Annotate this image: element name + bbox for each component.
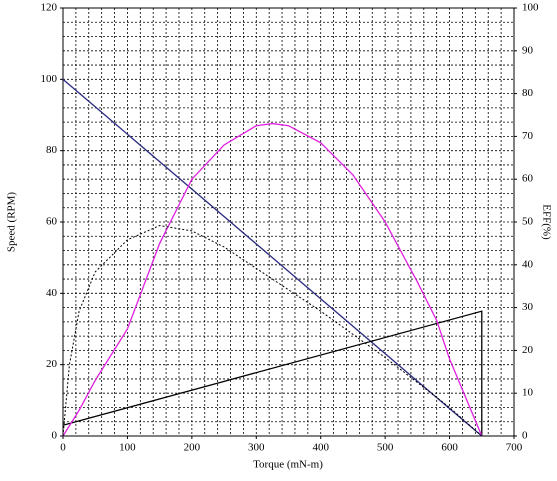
y-tick-label: 0 bbox=[52, 430, 58, 442]
series-line bbox=[62, 225, 483, 437]
series-line bbox=[62, 78, 483, 437]
x-axis-title: Torque (mN-m) bbox=[253, 459, 323, 471]
y-axis-title: Speed (RPM) bbox=[6, 192, 18, 253]
y2-tick-label: 80 bbox=[522, 87, 534, 99]
y2-tick-label: 60 bbox=[522, 173, 534, 185]
y-tick-label: 60 bbox=[46, 216, 58, 228]
x-tick-label: 500 bbox=[377, 442, 394, 454]
y-tick-label: 120 bbox=[41, 2, 58, 14]
y2-axis-title: EFF(%) bbox=[540, 204, 552, 240]
series-line bbox=[62, 310, 483, 436]
x-tick-label: 300 bbox=[248, 442, 265, 454]
x-tick-label: 400 bbox=[312, 442, 329, 454]
x-tick-label: 600 bbox=[441, 442, 458, 454]
x-tick-label: 0 bbox=[60, 442, 66, 454]
y-tick-label: 100 bbox=[41, 73, 58, 85]
y2-tick-label: 30 bbox=[522, 301, 534, 313]
y-tick-label: 20 bbox=[46, 358, 58, 370]
series-line bbox=[62, 122, 483, 437]
y2-tick-label: 50 bbox=[522, 216, 534, 228]
y2-tick-label: 0 bbox=[522, 430, 528, 442]
y2-tick-label: 100 bbox=[522, 2, 539, 14]
x-tick-label: 700 bbox=[506, 442, 523, 454]
y2-tick-label: 70 bbox=[522, 130, 534, 142]
x-tick-label: 100 bbox=[119, 442, 136, 454]
y2-tick-label: 40 bbox=[522, 258, 534, 270]
y-tick-label: 80 bbox=[46, 144, 58, 156]
y2-tick-label: 10 bbox=[522, 387, 534, 399]
y2-tick-label: 20 bbox=[522, 344, 534, 356]
x-tick-label: 200 bbox=[184, 442, 201, 454]
y-tick-label: 40 bbox=[46, 287, 58, 299]
y2-tick-label: 90 bbox=[522, 44, 534, 56]
